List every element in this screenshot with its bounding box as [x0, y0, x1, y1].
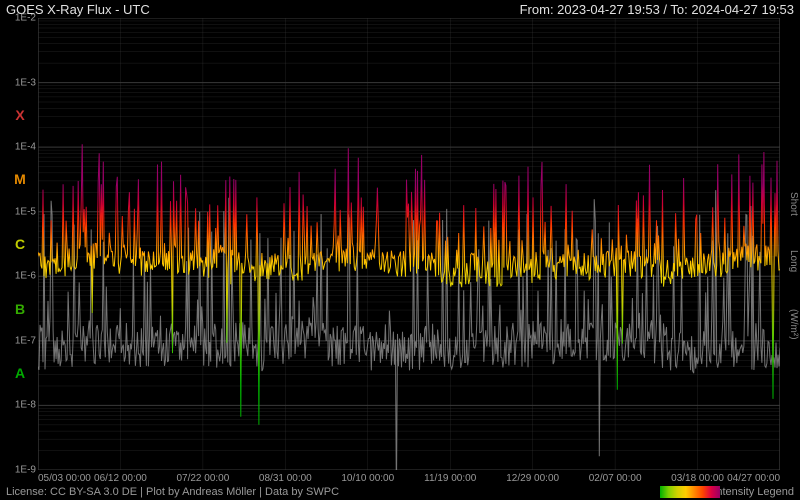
legend-label: Intensity Legend: [713, 486, 794, 498]
x-tick-label: 02/07 00:00: [589, 473, 642, 484]
x-tick-label: 12/29 00:00: [506, 473, 559, 484]
class-label-b: B: [0, 301, 36, 317]
y-tick-label: 1E-7: [0, 335, 36, 346]
x-tick-label: 11/19 00:00: [424, 473, 476, 484]
class-label-c: C: [0, 236, 36, 252]
x-tick-label: 03/18 00:00: [671, 473, 724, 484]
right-label-unit: (W/m²): [788, 309, 799, 340]
x-tick-label: 06/12 00:00: [94, 473, 147, 484]
y-tick-label: 1E-3: [0, 77, 36, 88]
x-tick-label: 07/22 00:00: [176, 473, 229, 484]
x-tick-label: 05/03 00:00: [38, 473, 91, 484]
x-tick-label: 04/27 00:00: [727, 473, 780, 484]
intensity-gradient: [660, 486, 720, 498]
y-tick-label: 1E-8: [0, 400, 36, 411]
x-tick-label: 08/31 00:00: [259, 473, 312, 484]
x-tick-label: 10/10 00:00: [341, 473, 394, 484]
y-tick-label: 1E-9: [0, 465, 36, 476]
class-label-m: M: [0, 171, 36, 187]
y-tick-label: 1E-4: [0, 142, 36, 153]
time-range: From: 2023-04-27 19:53 / To: 2024-04-27 …: [520, 2, 794, 17]
y-tick-label: 1E-6: [0, 271, 36, 282]
plot-area: [38, 18, 780, 470]
right-label-long: Long: [788, 250, 799, 272]
class-label-x: X: [0, 107, 36, 123]
y-tick-label: 1E-5: [0, 206, 36, 217]
license-text: License: CC BY-SA 3.0 DE | Plot by Andre…: [6, 486, 339, 498]
plot-svg: [38, 18, 780, 470]
y-tick-label: 1E-2: [0, 13, 36, 24]
right-label-short: Short: [788, 192, 799, 216]
class-label-a: A: [0, 365, 36, 381]
